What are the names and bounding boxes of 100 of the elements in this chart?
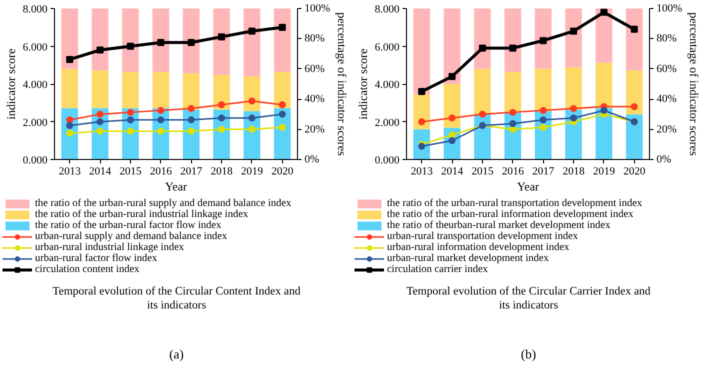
point — [540, 106, 547, 114]
point — [218, 126, 226, 133]
point — [600, 106, 608, 114]
point — [570, 114, 578, 122]
point — [418, 88, 426, 96]
x-tick-label: 2017 — [532, 166, 555, 178]
bar — [565, 67, 582, 110]
x-tick-label: 2019 — [240, 166, 264, 178]
point — [66, 122, 74, 130]
point — [509, 126, 516, 133]
legend-label: urban-rural industrial linkage index — [35, 242, 184, 253]
point — [448, 137, 456, 144]
bar — [152, 8, 170, 72]
bar — [122, 72, 139, 108]
bar — [626, 8, 643, 70]
point — [448, 131, 456, 138]
point — [418, 118, 426, 126]
point — [448, 114, 456, 122]
y-tick-label: 6.000 — [374, 41, 400, 54]
legend-label: urban-rural factor flow index — [35, 253, 158, 264]
x-tick-label: 2015 — [119, 166, 142, 178]
y2-axis-title: percentage of indicator scores — [335, 12, 350, 156]
text: Temporal evolution of the Circular Content Index and its indicators — [52, 286, 301, 312]
bar — [504, 8, 522, 72]
point — [157, 106, 164, 114]
point — [248, 28, 256, 35]
y2-tick-label: 80% — [656, 32, 677, 45]
y2-tick-label: 40% — [656, 93, 677, 106]
x-axis-title: Year — [164, 180, 188, 194]
bar — [244, 8, 260, 76]
point — [509, 44, 516, 52]
y-tick-label: 0.000 — [22, 154, 48, 166]
x-tick-label: 2018 — [210, 166, 234, 178]
text: (b) — [520, 346, 536, 362]
point — [540, 37, 547, 44]
y2-tick-label: 0% — [304, 154, 320, 166]
bar — [274, 72, 291, 108]
point — [509, 120, 516, 128]
legend-label: circulation carrier index — [387, 264, 488, 275]
legend-label: the ratio of the urban-rural information development index — [387, 209, 634, 220]
x-tick-label: 2014 — [89, 166, 112, 178]
point — [96, 118, 104, 126]
point — [570, 28, 578, 35]
x-tick-label: 2018 — [562, 166, 586, 178]
bar — [413, 8, 430, 95]
bar — [626, 114, 643, 160]
y-tick-label: 2.000 — [374, 116, 400, 129]
bar — [474, 68, 491, 114]
legend-label: the ratio of the urban-rural supply and demand balance index — [35, 198, 292, 209]
point — [540, 124, 547, 131]
x-tick-label: 2015 — [471, 166, 494, 178]
point — [630, 26, 638, 33]
bar — [534, 68, 552, 112]
bar — [444, 84, 460, 128]
point — [96, 128, 104, 135]
y2-tick-label: 100% — [304, 2, 330, 14]
bar — [444, 8, 460, 84]
legend-label: urban-rural transportation development index — [387, 231, 578, 242]
text: (a) — [169, 346, 184, 362]
point — [278, 124, 286, 131]
bar — [274, 108, 291, 160]
point — [248, 97, 256, 104]
y2-tick-label: 80% — [304, 32, 325, 45]
y2-tick-label: 20% — [656, 123, 677, 136]
point — [248, 114, 256, 122]
bar — [92, 70, 108, 108]
point — [96, 110, 104, 118]
point — [218, 114, 226, 122]
y-tick-label: 2.000 — [22, 116, 48, 129]
point — [188, 105, 195, 112]
y2-tick-label: 100% — [656, 2, 682, 14]
point — [478, 44, 486, 52]
bar — [182, 8, 200, 74]
point — [126, 116, 134, 124]
y2-tick-label: 60% — [656, 62, 677, 75]
y2-tick-label: 20% — [304, 123, 325, 136]
x-tick-label: 2017 — [180, 166, 203, 178]
bar — [504, 72, 522, 113]
y-axis-title: indicator score — [4, 48, 18, 120]
legend-label: the ratio of the urban-rural factor flow index — [35, 220, 222, 231]
bar — [474, 8, 491, 69]
bar — [274, 8, 291, 72]
legend-label: the ratio of the urban-rural transportation development index — [387, 198, 642, 209]
point — [126, 108, 134, 116]
x-tick-label: 2020 — [271, 166, 294, 178]
bar — [534, 8, 552, 69]
point — [509, 108, 516, 116]
point — [126, 42, 134, 50]
bar — [61, 68, 78, 108]
point — [188, 128, 195, 135]
y2-tick-label: 60% — [304, 62, 325, 75]
x-tick-label: 2019 — [592, 166, 616, 178]
x-tick-label: 2020 — [623, 166, 646, 178]
x-tick-label: 2013 — [58, 166, 82, 178]
legend-label: the ratio of the urban-rural industrial linkage index — [35, 209, 248, 220]
x-tick-label: 2016 — [150, 166, 172, 178]
point — [278, 110, 286, 118]
point — [96, 46, 104, 54]
legend-label: urban-rural market development index — [387, 253, 549, 264]
bar — [122, 8, 139, 72]
